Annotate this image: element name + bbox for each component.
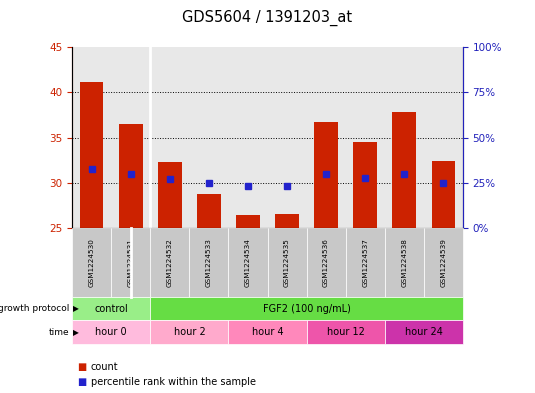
- Text: GSM1224532: GSM1224532: [167, 238, 173, 287]
- Text: hour 4: hour 4: [251, 327, 284, 337]
- Bar: [432, 161, 455, 228]
- Bar: [236, 215, 259, 228]
- Text: hour 0: hour 0: [95, 327, 127, 337]
- Text: GSM1224538: GSM1224538: [401, 238, 407, 287]
- Text: percentile rank within the sample: percentile rank within the sample: [91, 377, 256, 387]
- Bar: [158, 162, 181, 228]
- Bar: [119, 124, 142, 228]
- Bar: [197, 194, 220, 228]
- Text: growth protocol: growth protocol: [0, 304, 70, 313]
- Bar: [276, 214, 299, 228]
- Text: GSM1224534: GSM1224534: [245, 238, 251, 287]
- Text: hour 2: hour 2: [173, 327, 205, 337]
- Text: time: time: [49, 328, 70, 336]
- Text: GSM1224530: GSM1224530: [89, 238, 95, 287]
- Text: ▶: ▶: [73, 328, 79, 336]
- Text: GSM1224539: GSM1224539: [440, 238, 446, 287]
- Text: ■: ■: [78, 362, 87, 373]
- Text: hour 12: hour 12: [327, 327, 364, 337]
- Bar: [80, 81, 103, 228]
- Bar: [393, 112, 416, 228]
- Text: GSM1224535: GSM1224535: [284, 238, 290, 287]
- Text: GSM1224536: GSM1224536: [323, 238, 329, 287]
- Text: count: count: [91, 362, 119, 373]
- Text: hour 24: hour 24: [405, 327, 442, 337]
- Bar: [354, 142, 377, 228]
- Text: FGF2 (100 ng/mL): FGF2 (100 ng/mL): [263, 303, 350, 314]
- Text: GSM1224533: GSM1224533: [206, 238, 212, 287]
- Text: ■: ■: [78, 377, 87, 387]
- Text: GDS5604 / 1391203_at: GDS5604 / 1391203_at: [182, 9, 353, 26]
- Text: control: control: [94, 303, 128, 314]
- Text: GSM1224537: GSM1224537: [362, 238, 368, 287]
- Text: GSM1224531: GSM1224531: [128, 238, 134, 287]
- Text: ▶: ▶: [73, 304, 79, 313]
- Bar: [315, 122, 338, 228]
